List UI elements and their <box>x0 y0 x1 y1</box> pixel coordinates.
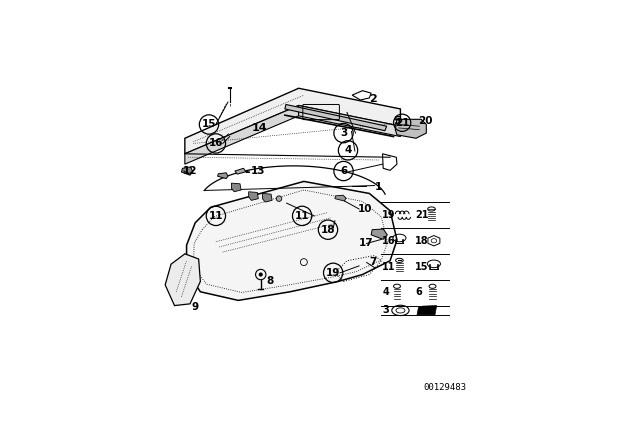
Text: 11: 11 <box>382 262 396 271</box>
Polygon shape <box>249 192 259 200</box>
Polygon shape <box>185 106 299 164</box>
Polygon shape <box>165 254 200 306</box>
Polygon shape <box>417 306 436 315</box>
Text: 15: 15 <box>415 262 429 271</box>
Text: 18: 18 <box>415 236 429 246</box>
Polygon shape <box>371 229 387 239</box>
Polygon shape <box>285 104 387 131</box>
Text: 8: 8 <box>266 276 273 286</box>
Text: 17: 17 <box>359 238 374 249</box>
Text: 11: 11 <box>209 211 223 221</box>
Text: 20: 20 <box>418 116 432 126</box>
Polygon shape <box>299 106 401 137</box>
Text: 14: 14 <box>252 123 268 133</box>
Text: 5: 5 <box>394 116 401 126</box>
Text: 6: 6 <box>340 166 347 176</box>
Text: 21: 21 <box>395 118 410 128</box>
Text: 15: 15 <box>202 120 216 129</box>
Polygon shape <box>185 88 401 154</box>
Text: 6: 6 <box>415 288 422 297</box>
Text: 9: 9 <box>192 302 199 312</box>
Text: 13: 13 <box>250 166 265 176</box>
Text: 00129483: 00129483 <box>424 383 467 392</box>
Polygon shape <box>232 183 241 192</box>
Text: 2: 2 <box>369 94 377 103</box>
Text: 16: 16 <box>382 236 396 246</box>
Polygon shape <box>396 119 426 138</box>
Text: 10: 10 <box>357 204 372 214</box>
Polygon shape <box>187 181 397 301</box>
Polygon shape <box>218 173 228 179</box>
Text: 21: 21 <box>415 210 429 220</box>
Text: 19: 19 <box>326 268 340 278</box>
Polygon shape <box>181 167 193 175</box>
Text: 12: 12 <box>183 166 198 176</box>
Polygon shape <box>335 195 346 201</box>
Text: 4: 4 <box>344 145 352 155</box>
Polygon shape <box>262 194 272 202</box>
Text: 16: 16 <box>209 138 223 148</box>
Circle shape <box>276 196 282 202</box>
Text: 7: 7 <box>369 258 377 267</box>
Circle shape <box>259 272 263 276</box>
Text: 3: 3 <box>340 128 347 138</box>
Text: 19: 19 <box>382 210 396 220</box>
Text: 3: 3 <box>382 306 389 315</box>
Text: 11: 11 <box>295 211 309 221</box>
Text: 18: 18 <box>321 225 335 235</box>
Polygon shape <box>235 168 246 174</box>
Text: 4: 4 <box>382 288 389 297</box>
Text: 1: 1 <box>374 181 382 192</box>
